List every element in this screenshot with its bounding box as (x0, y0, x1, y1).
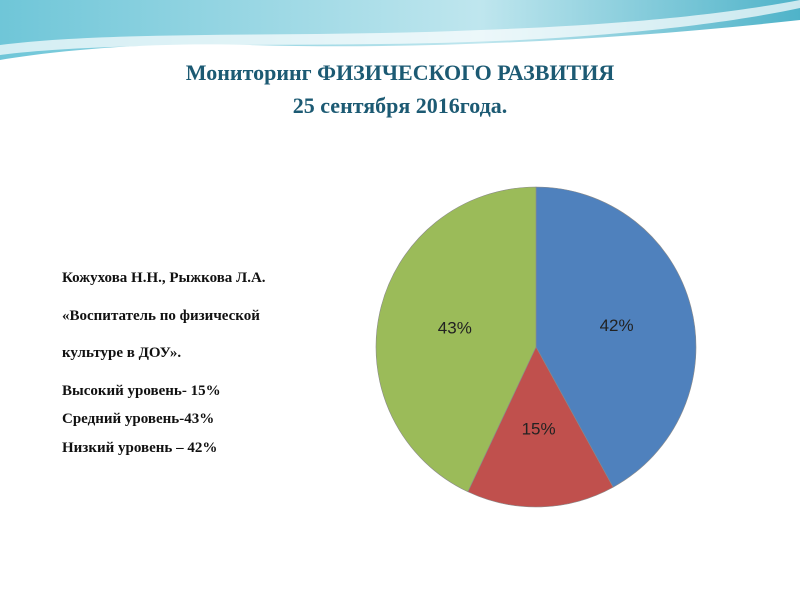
header-wave (0, 0, 800, 60)
side-text: культуре в ДОУ». (62, 345, 181, 361)
data-label: 42% (600, 316, 634, 335)
side-text: «Воспитатель по физической (62, 308, 260, 324)
side-text: Средний уровень-43% (62, 411, 214, 427)
side-text: Высокий уровень- 15% (62, 383, 221, 399)
pie-slice (467, 346, 614, 508)
side-text: Кожухова Н.Н., Рыжкова Л.А. (62, 270, 266, 286)
data-label: 15% (522, 420, 556, 439)
title: Мониторинг ФИЗИЧЕСКОГО РАЗВИТИЯ (186, 60, 615, 85)
pie-slice (375, 186, 537, 493)
header-wave-highlight (0, 0, 800, 55)
side-text: Низкий уровень – 42% (62, 440, 217, 456)
pie-chart: 42% 15% 43% (375, 186, 697, 508)
data-label: 43% (438, 318, 472, 337)
pie-slice (535, 186, 697, 488)
title: 25 сентября 2016года. (293, 93, 507, 118)
